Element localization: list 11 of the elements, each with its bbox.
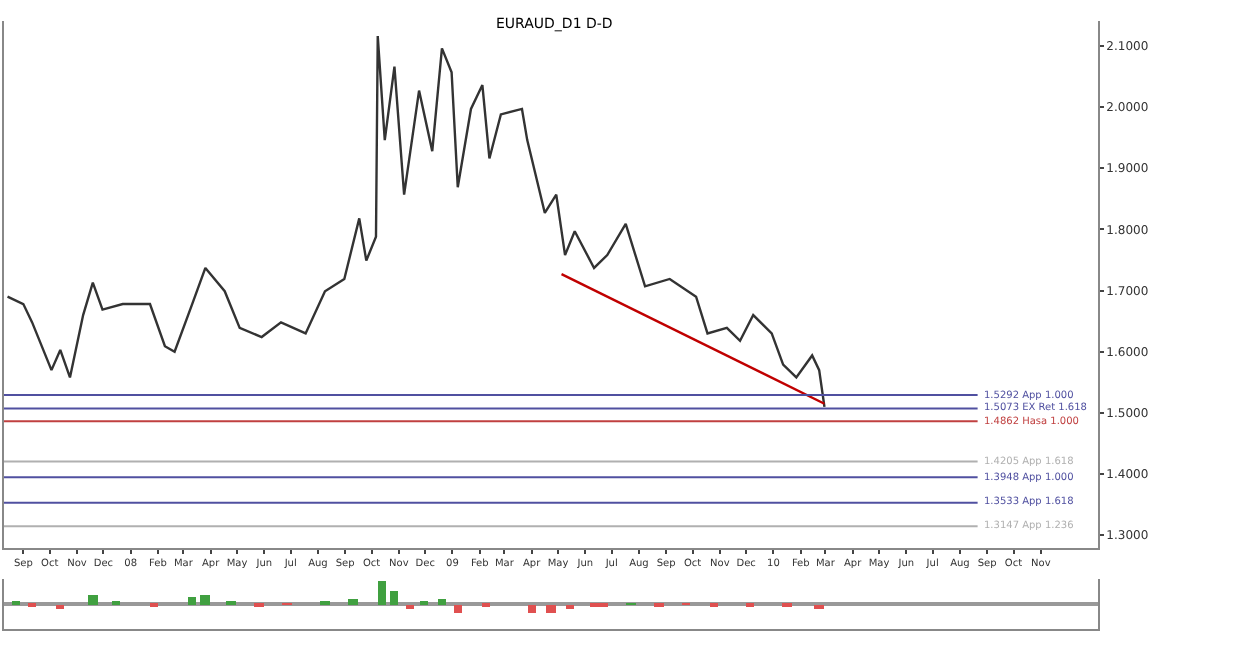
bar — [188, 597, 196, 605]
bar — [546, 605, 556, 613]
bar — [528, 605, 536, 613]
bar — [200, 595, 210, 605]
bar — [438, 599, 446, 605]
line-series — [6, 34, 826, 409]
bar — [454, 605, 462, 613]
bar — [88, 595, 98, 605]
bar — [378, 581, 386, 605]
bar — [348, 599, 358, 605]
bar — [390, 591, 398, 605]
